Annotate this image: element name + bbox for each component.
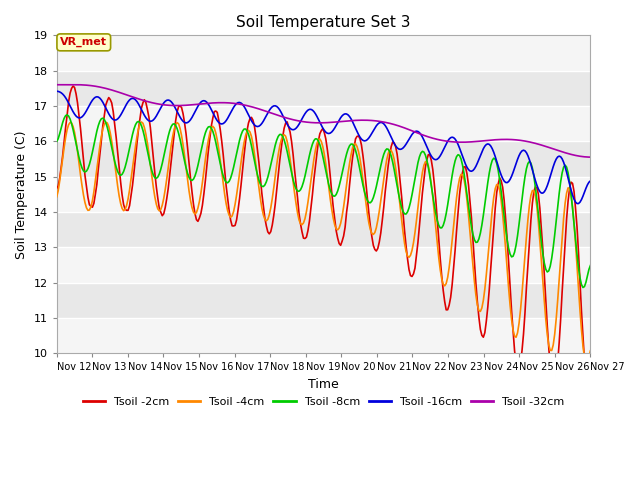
Title: Soil Temperature Set 3: Soil Temperature Set 3 [236,15,411,30]
Bar [57,318,590,353]
X-axis label: Time: Time [308,378,339,391]
Bar [57,106,590,142]
Bar [57,283,590,318]
Text: VR_met: VR_met [60,37,108,48]
Bar [57,71,590,106]
Legend: Tsoil -2cm, Tsoil -4cm, Tsoil -8cm, Tsoil -16cm, Tsoil -32cm: Tsoil -2cm, Tsoil -4cm, Tsoil -8cm, Tsoi… [79,393,568,411]
Bar [57,142,590,177]
Bar [57,177,590,212]
Bar [57,36,590,71]
Bar [57,247,590,283]
Bar [57,212,590,247]
Y-axis label: Soil Temperature (C): Soil Temperature (C) [15,130,28,259]
